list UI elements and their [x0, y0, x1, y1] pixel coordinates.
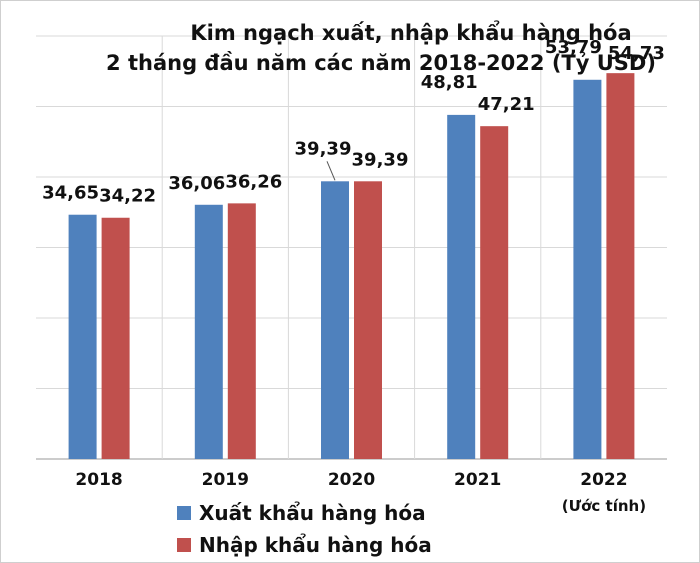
legend-label-export: Xuất khẩu hàng hóa [199, 501, 426, 525]
x-tick-label: 2018 [75, 470, 122, 490]
export-value-label: 34,65 [42, 183, 99, 204]
export-bar [573, 79, 602, 459]
import-value-label: 39,39 [352, 149, 409, 170]
legend-item-import: Nhập khẩu hàng hóa [177, 529, 432, 561]
export-bar [194, 204, 223, 459]
export-bar [447, 114, 476, 460]
x-tick-labels: 2018 2019 2020 2021 2022 (Ước tính) [75, 470, 646, 515]
legend: Xuất khẩu hàng hóa Nhập khẩu hàng hóa [177, 497, 432, 561]
chart-subtitle: 2 tháng đầu năm các năm 2018-2022 (Tỷ US… [106, 51, 656, 75]
import-value-label: 34,22 [99, 186, 156, 207]
gridlines [36, 35, 667, 460]
export-bar [321, 181, 349, 459]
import-value-label: 36,26 [225, 171, 282, 192]
import-value-label: 54,73 [608, 43, 665, 64]
legend-label-import: Nhập khẩu hàng hóa [199, 533, 432, 557]
import-bar [101, 217, 130, 459]
import-bar [480, 126, 509, 460]
label-leader-line [326, 161, 336, 181]
legend-item-export: Xuất khẩu hàng hóa [177, 497, 432, 529]
import-bar [354, 181, 382, 459]
x-tick-label: 2022 [580, 470, 627, 490]
legend-swatch-export [177, 506, 191, 520]
export-value-label: 39,39 [295, 138, 352, 159]
x-tick-note: (Ước tính) [562, 497, 646, 515]
x-tick-label: 2019 [202, 470, 249, 490]
bars [68, 73, 635, 460]
import-bar [227, 203, 256, 459]
export-value-label: 36,06 [168, 173, 225, 194]
import-bar [606, 73, 635, 459]
x-tick-label: 2021 [454, 470, 501, 490]
chart-title: Kim ngạch xuất, nhập khẩu hàng hóa [190, 21, 632, 45]
export-value-label: 48,81 [421, 72, 478, 93]
export-value-label: 53,79 [545, 37, 602, 58]
export-bar [68, 214, 97, 459]
x-tick-label: 2020 [328, 470, 375, 490]
legend-swatch-import [177, 538, 191, 552]
import-value-label: 47,21 [478, 94, 535, 115]
